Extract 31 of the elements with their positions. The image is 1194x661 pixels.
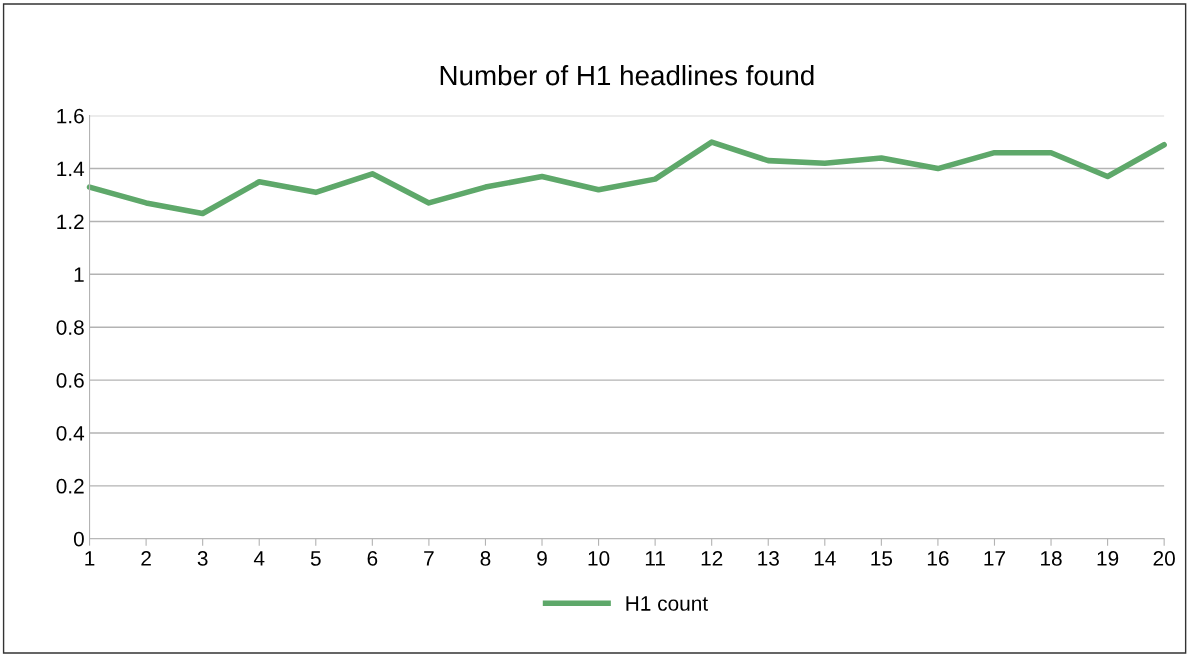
x-tick-label: 14: [814, 551, 836, 566]
x-tick-label: 15: [871, 551, 893, 566]
y-tick-label: 0.8: [56, 320, 84, 335]
y-tick-label: 1.6: [57, 108, 84, 124]
y-tick-label: 0.2: [56, 478, 84, 494]
x-tick-label: 13: [758, 551, 779, 566]
x-tick-label: 9: [537, 551, 547, 566]
x-tick-label: 2: [141, 551, 151, 566]
y-tick-label: 0.4: [56, 425, 85, 441]
x-tick-label: 4: [253, 551, 265, 566]
x-tick-label: 1: [85, 551, 95, 566]
y-tick-label: 0: [73, 531, 84, 547]
x-tick-label: 20: [1153, 551, 1175, 566]
x-tick-label: 18: [1041, 551, 1062, 566]
x-tick-label: 6: [367, 551, 378, 566]
x-tick-label: 5: [310, 551, 321, 566]
y-tick-label: 0.6: [56, 373, 84, 388]
y-tick-label: 1.2: [57, 214, 84, 229]
x-tick-label: 19: [1097, 551, 1119, 566]
x-tick-label: 17: [984, 551, 1006, 566]
x-tick-label: 8: [480, 551, 491, 566]
x-tick-label: 7: [424, 551, 434, 566]
x-tick-label: 16: [927, 551, 949, 566]
legend-label: H1 count: [626, 596, 708, 611]
x-tick-label: 12: [701, 551, 723, 566]
x-tick-label: 11: [645, 551, 665, 566]
chart-title: Number of H1 headlines found: [440, 64, 814, 86]
x-tick-label: 3: [197, 551, 208, 566]
y-tick-label: 1.4: [57, 161, 85, 177]
x-tick-label: 10: [588, 551, 610, 566]
y-tick-label: 1: [74, 267, 84, 282]
